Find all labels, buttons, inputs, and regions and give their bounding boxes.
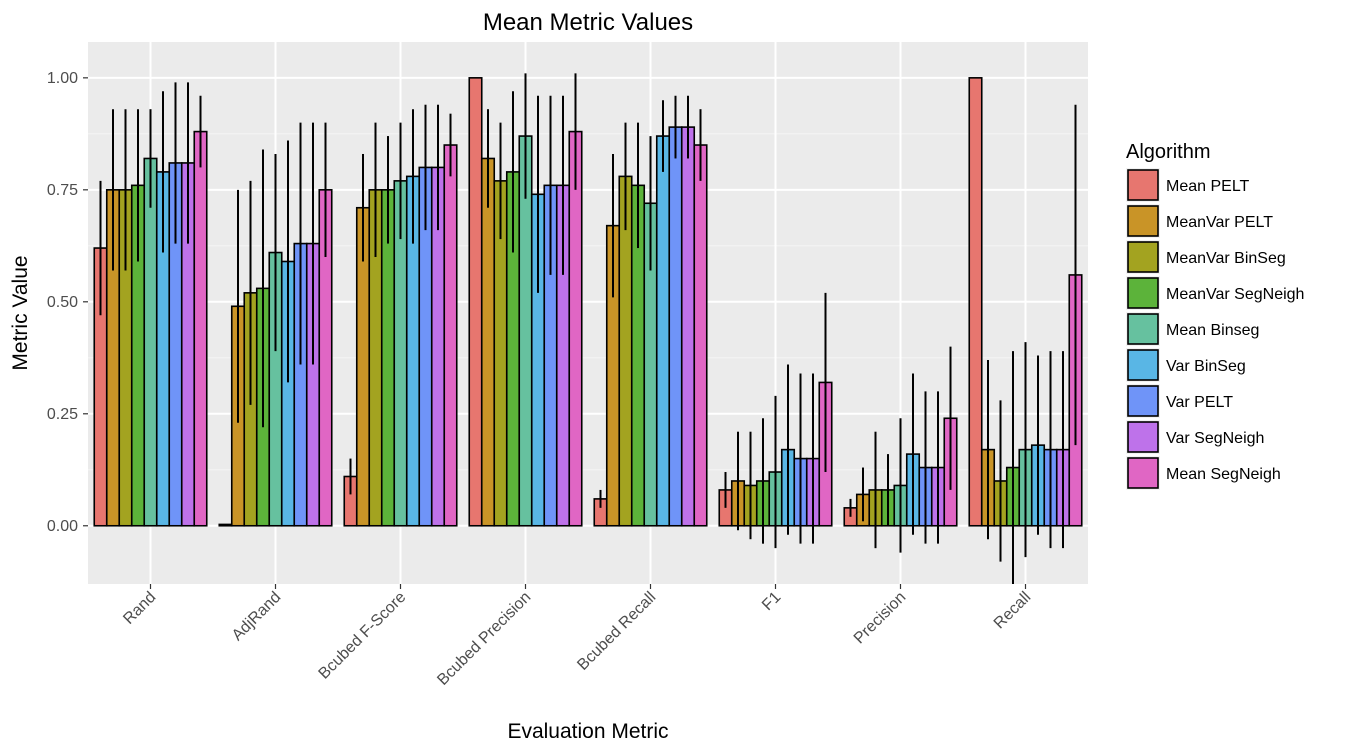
bar — [655, 135, 671, 527]
legend-swatch — [1127, 421, 1159, 453]
y-tick-label: 0.50 — [47, 294, 78, 311]
legend-label: MeanVar PELT — [1166, 214, 1273, 231]
bar — [193, 130, 208, 527]
legend-label: Var BinSeg — [1166, 358, 1246, 375]
legend-swatch — [1127, 277, 1159, 309]
legend: Algorithm Mean PELT MeanVar PELT MeanVar B… — [1126, 141, 1304, 490]
bar — [443, 144, 458, 527]
legend-title: Algorithm — [1126, 141, 1210, 163]
legend-swatch — [1127, 241, 1159, 273]
legend-label: Mean SegNeigh — [1166, 466, 1281, 483]
legend-label: Var SegNeigh — [1166, 430, 1264, 447]
bar — [693, 144, 708, 527]
legend-swatch — [1127, 457, 1159, 489]
y-tick-label: 1.00 — [47, 70, 78, 87]
legend-swatch — [1127, 313, 1159, 345]
legend-swatch — [1127, 349, 1159, 381]
bar — [143, 157, 158, 527]
legend-label: MeanVar SegNeigh — [1166, 286, 1304, 303]
legend-label: Mean PELT — [1166, 178, 1250, 195]
bar — [480, 157, 496, 527]
chart-title: Mean Metric Values — [483, 9, 693, 36]
y-tick-label: 0.75 — [47, 182, 78, 199]
y-axis: 0.00 0.25 0.50 0.75 1.00 — [47, 70, 88, 535]
y-axis-title: Metric Value — [9, 255, 32, 370]
bar — [468, 77, 483, 527]
bar — [568, 130, 583, 527]
bars — [93, 77, 1083, 527]
legend-swatch — [1127, 205, 1159, 237]
legend-label: MeanVar BinSeg — [1166, 250, 1286, 267]
bar — [680, 126, 696, 527]
bar — [968, 77, 983, 527]
bar — [218, 523, 233, 527]
y-tick-label: 0.00 — [47, 518, 78, 535]
x-axis-title: Evaluation Metric — [507, 720, 668, 743]
error-bars — [99, 73, 1077, 584]
legend-swatch — [1127, 385, 1159, 417]
legend-label: Mean Binseg — [1166, 322, 1259, 339]
bar — [668, 126, 683, 527]
legend-swatch — [1127, 169, 1159, 201]
legend-label: Var PELT — [1166, 394, 1233, 411]
y-tick-label: 0.25 — [47, 406, 78, 423]
